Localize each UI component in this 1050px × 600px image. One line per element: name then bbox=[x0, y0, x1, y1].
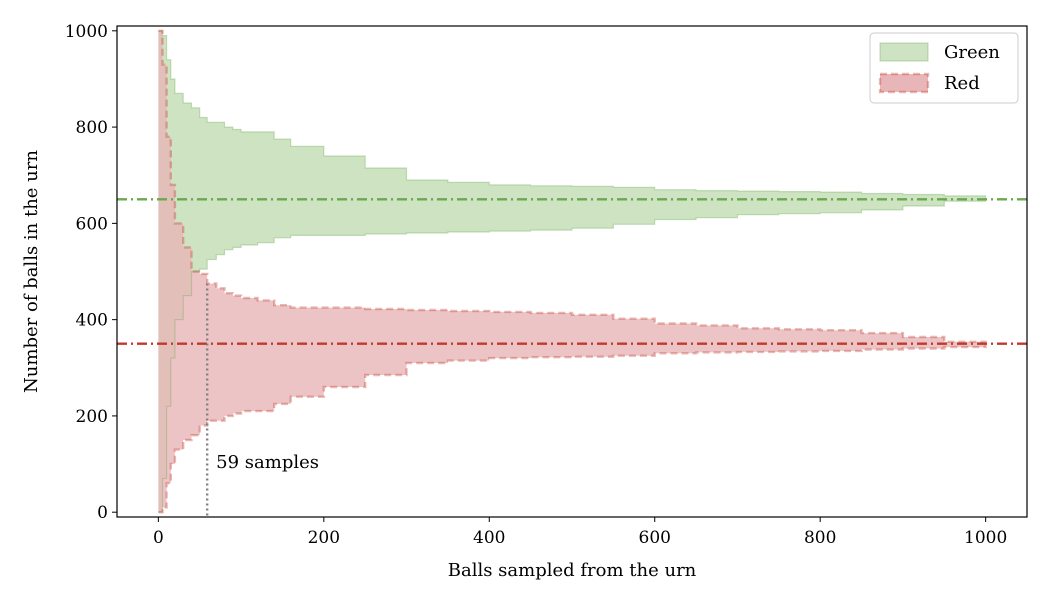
red-band-area bbox=[158, 30, 986, 513]
y-tick-label: 600 bbox=[76, 214, 108, 234]
annotation-label: 59 samples bbox=[216, 452, 319, 473]
reference-lines bbox=[117, 198, 1027, 345]
y-axis-label: Number of balls in the urn bbox=[21, 150, 42, 393]
green-band-area bbox=[158, 30, 986, 513]
legend-label-red: Red bbox=[944, 73, 980, 94]
x-tick-label: 400 bbox=[473, 528, 505, 548]
red-lower-bound-line bbox=[158, 343, 987, 514]
x-axis-label: Balls sampled from the urn bbox=[448, 560, 697, 581]
x-tick-label: 1000 bbox=[964, 528, 1007, 548]
x-tick-label: 600 bbox=[639, 528, 671, 548]
area-fills bbox=[158, 30, 986, 513]
x-tick-label: 200 bbox=[308, 528, 340, 548]
green-upper-bound-line bbox=[158, 30, 987, 200]
red-upper-bound-line bbox=[158, 29, 987, 344]
area-edges bbox=[158, 29, 987, 514]
legend-swatch-red bbox=[878, 72, 930, 94]
plot-frame bbox=[116, 25, 1028, 518]
x-axis-ticks: 0 200 400 600 800 1000 bbox=[153, 517, 1007, 548]
x-tick-label: 0 bbox=[153, 528, 164, 548]
y-axis-ticks: 0 200 400 600 800 1000 bbox=[65, 22, 117, 523]
legend: Green Red bbox=[869, 32, 1019, 104]
y-tick-label: 0 bbox=[97, 503, 108, 523]
y-tick-label: 200 bbox=[76, 407, 108, 427]
y-tick-label: 1000 bbox=[65, 22, 108, 42]
y-tick-label: 800 bbox=[76, 118, 108, 138]
annotation-layer: 59 samples bbox=[205, 283, 319, 517]
green-lower-bound-line bbox=[158, 199, 987, 513]
x-tick-label: 800 bbox=[804, 528, 836, 548]
legend-label-green: Green bbox=[944, 42, 1000, 63]
y-tick-label: 400 bbox=[76, 311, 108, 331]
legend-swatch-green bbox=[879, 42, 929, 62]
